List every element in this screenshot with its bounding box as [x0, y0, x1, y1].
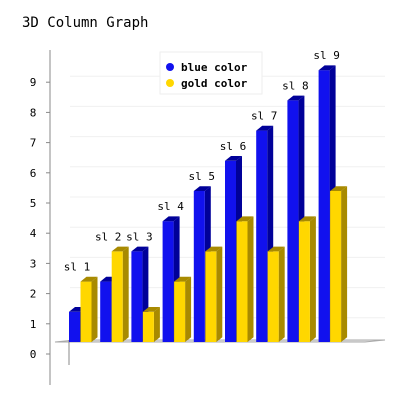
y-tick-label: 9 [30, 76, 37, 89]
bar-front [225, 160, 236, 342]
y-tick-label: 1 [30, 318, 37, 331]
bar-side [153, 307, 160, 342]
category-label: sl 5 [189, 170, 216, 183]
category-label: sl 8 [282, 79, 309, 92]
bar-top [131, 246, 149, 252]
bar-top [330, 186, 348, 191]
bars [69, 65, 348, 343]
bar-top [318, 65, 336, 71]
y-tick-label: 4 [30, 227, 37, 240]
bar-gold [205, 246, 223, 342]
bar-front [318, 70, 330, 342]
y-tick-label: 2 [30, 288, 37, 301]
bar-front [100, 281, 112, 342]
legend: blue color gold color [159, 51, 263, 95]
chart-title: 3D Column Graph [22, 15, 148, 31]
category-label: sl 9 [313, 49, 340, 62]
bar-gold [80, 276, 98, 342]
bar-front [162, 221, 174, 342]
bar-front [330, 191, 342, 342]
legend-box [159, 51, 263, 95]
y-tick-label: 0 [30, 348, 37, 361]
bar-top [225, 156, 242, 161]
bar-gold [267, 246, 285, 342]
bar-front [256, 130, 268, 342]
bar-top [111, 246, 129, 252]
y-axis: 0 1 2 3 4 5 6 7 8 9 [30, 50, 70, 385]
bar-side [247, 216, 254, 342]
bar-side [91, 276, 98, 342]
bar-front [131, 251, 143, 342]
bar-gold [111, 246, 129, 342]
category-label: sl 1 [64, 261, 91, 274]
bar-front [236, 221, 248, 342]
y-tick-label: 6 [30, 167, 37, 180]
bar-front [80, 281, 92, 342]
legend-marker [166, 79, 174, 87]
category-label: sl 7 [251, 110, 278, 123]
bar-gold [330, 186, 348, 342]
y-tick-label: 8 [30, 106, 37, 119]
bar-front [205, 251, 217, 342]
bar-front [142, 311, 154, 342]
bar-side [341, 186, 348, 342]
bar-side [185, 276, 192, 342]
bar-top [236, 216, 254, 222]
category-label: sl 3 [126, 230, 153, 243]
bar-gold [174, 276, 192, 342]
y-tick-label: 3 [30, 257, 37, 270]
category-label: sl 6 [220, 140, 247, 153]
bar-front [174, 281, 186, 342]
bar-top [80, 276, 98, 282]
bar-top [174, 276, 192, 282]
bar-top [298, 216, 316, 222]
bar-side [216, 246, 223, 342]
bar-labels: sl 1 sl 2 sl 3 sl 4 sl 5 sl 6 sl 7 sl 8 sl 9 [64, 49, 340, 273]
bar-top [256, 125, 274, 131]
bar-front [267, 251, 279, 342]
bar-front [193, 191, 205, 342]
bar-gold [142, 307, 160, 342]
bar-front [287, 100, 299, 343]
category-label: sl 2 [95, 230, 122, 243]
bar-front [298, 221, 310, 342]
bar-top [162, 216, 180, 222]
bar-side [122, 246, 129, 342]
bar-top [142, 307, 160, 312]
y-tick-label: 5 [30, 197, 37, 210]
bar-top [287, 95, 305, 101]
bar-side [309, 216, 316, 342]
legend-label: gold color [181, 77, 248, 90]
bar-top [267, 246, 285, 252]
bar-gold [298, 216, 316, 342]
y-tick-label: 7 [30, 137, 37, 150]
bar-front [111, 251, 123, 342]
bar-side [278, 246, 285, 342]
bar-front [69, 311, 80, 342]
bar-top [193, 186, 211, 191]
legend-label: blue color [181, 61, 248, 74]
bar-top [205, 246, 223, 252]
category-label: sl 4 [157, 200, 184, 213]
legend-marker [166, 63, 174, 71]
bar-gold [236, 216, 254, 342]
